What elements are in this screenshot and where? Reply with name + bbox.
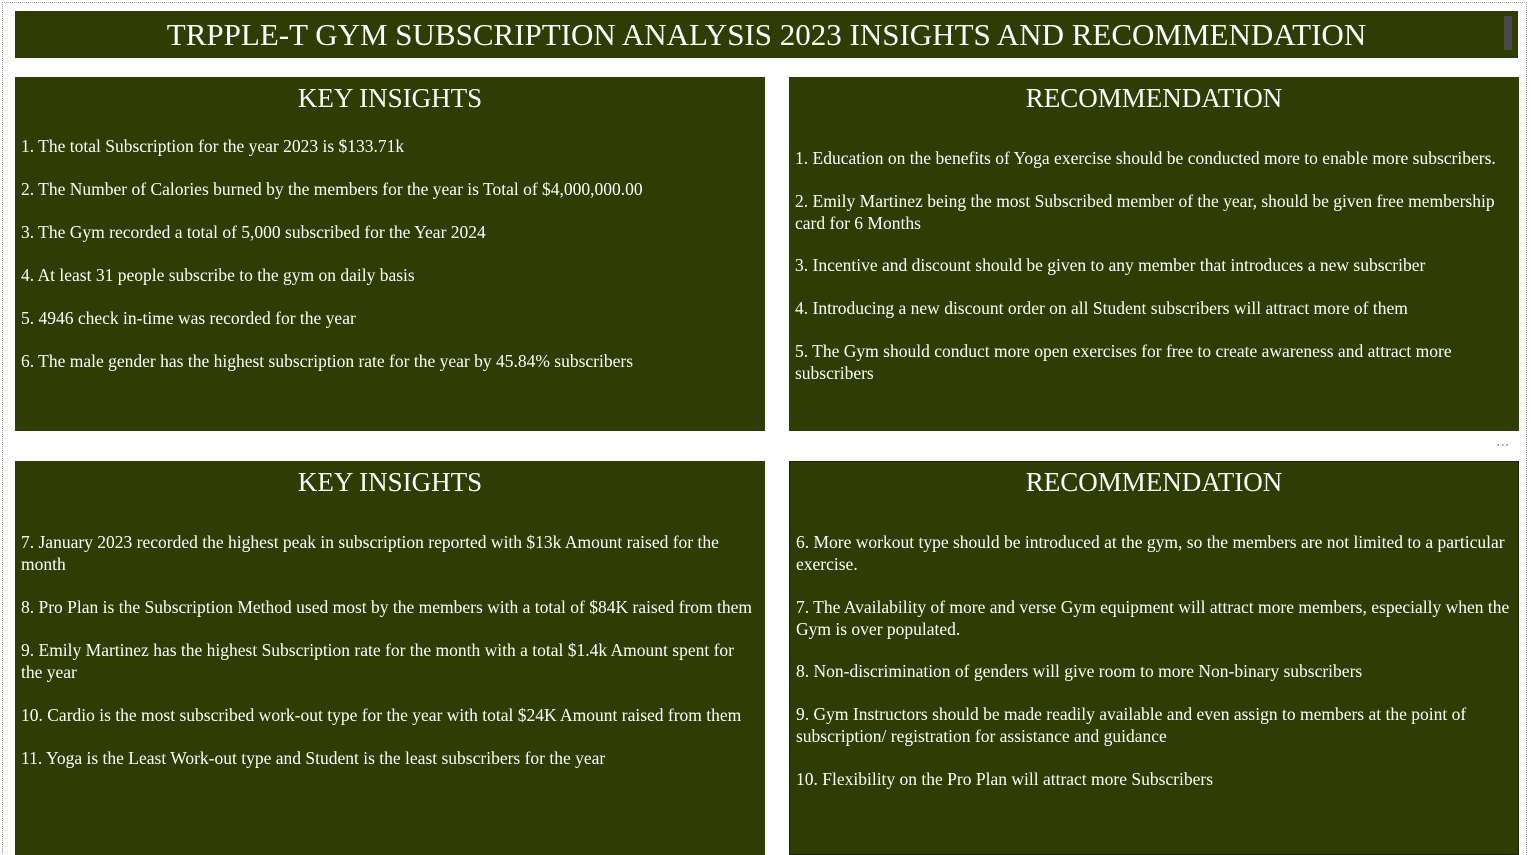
- list-item: 4. At least 31 people subscribe to the g…: [21, 265, 415, 285]
- recommendation-panel-2: RECOMMENDATION 6. More workout type shou…: [789, 461, 1519, 855]
- list-item: 9. Emily Martinez has the highest Subscr…: [21, 640, 735, 682]
- list-item: 2. The Number of Calories burned by the …: [21, 179, 643, 199]
- panel-heading: RECOMMENDATION: [1025, 467, 1283, 497]
- report-title-banner: TRPPLE-T GYM SUBSCRIPTION ANALYSIS 2023 …: [15, 11, 1518, 58]
- list-item: 8. Non-discrimination of genders will gi…: [796, 661, 1363, 681]
- ellipsis-icon[interactable]: ···: [1496, 438, 1510, 454]
- list-item: 8. Pro Plan is the Subscription Method u…: [21, 597, 753, 617]
- key-insights-panel-2: KEY INSIGHTS 7. January 2023 recorded th…: [15, 461, 765, 855]
- panel-heading: KEY INSIGHTS: [297, 467, 483, 497]
- list-item: 9. Gym Instructors should be made readil…: [796, 704, 1467, 746]
- list-item: 6. More workout type should be introduce…: [796, 532, 1505, 574]
- list-item: 5. 4946 check in-time was recorded for t…: [21, 308, 356, 328]
- title-scrollbar[interactable]: [1504, 16, 1512, 50]
- insights-list: 1. The total Subscription for the year 2…: [21, 135, 757, 372]
- report-title: TRPPLE-T GYM SUBSCRIPTION ANALYSIS 2023 …: [166, 17, 1367, 52]
- list-item: 2. Emily Martinez being the most Subscri…: [795, 191, 1495, 233]
- list-item: 10. Cardio is the most subscribed work-o…: [21, 705, 742, 725]
- list-item: 1. Education on the benefits of Yoga exe…: [795, 148, 1496, 168]
- key-insights-panel-1: KEY INSIGHTS 1. The total Subscription f…: [15, 77, 765, 431]
- list-item: 10. Flexibility on the Pro Plan will att…: [796, 769, 1214, 789]
- recommendation-list: 6. More workout type should be introduce…: [796, 531, 1510, 790]
- panel-heading: KEY INSIGHTS: [297, 83, 483, 113]
- panel-heading: RECOMMENDATION: [1025, 83, 1283, 113]
- list-item: 6. The male gender has the highest subsc…: [21, 351, 634, 371]
- list-item: 5. The Gym should conduct more open exer…: [795, 341, 1452, 383]
- list-item: 11. Yoga is the Least Work-out type and …: [21, 748, 606, 768]
- recommendation-panel-1: RECOMMENDATION 1. Education on the benef…: [789, 77, 1519, 431]
- list-item: 1. The total Subscription for the year 2…: [21, 136, 405, 156]
- insights-list: 7. January 2023 recorded the highest pea…: [21, 531, 757, 769]
- list-item: 3. Incentive and discount should be give…: [795, 255, 1426, 275]
- list-item: 7. The Availability of more and verse Gy…: [796, 597, 1510, 639]
- recommendation-list: 1. Education on the benefits of Yoga exe…: [795, 147, 1511, 384]
- list-item: 7. January 2023 recorded the highest pea…: [21, 532, 719, 574]
- list-item: 3. The Gym recorded a total of 5,000 sub…: [21, 222, 486, 242]
- list-item: 4. Introducing a new discount order on a…: [795, 298, 1408, 318]
